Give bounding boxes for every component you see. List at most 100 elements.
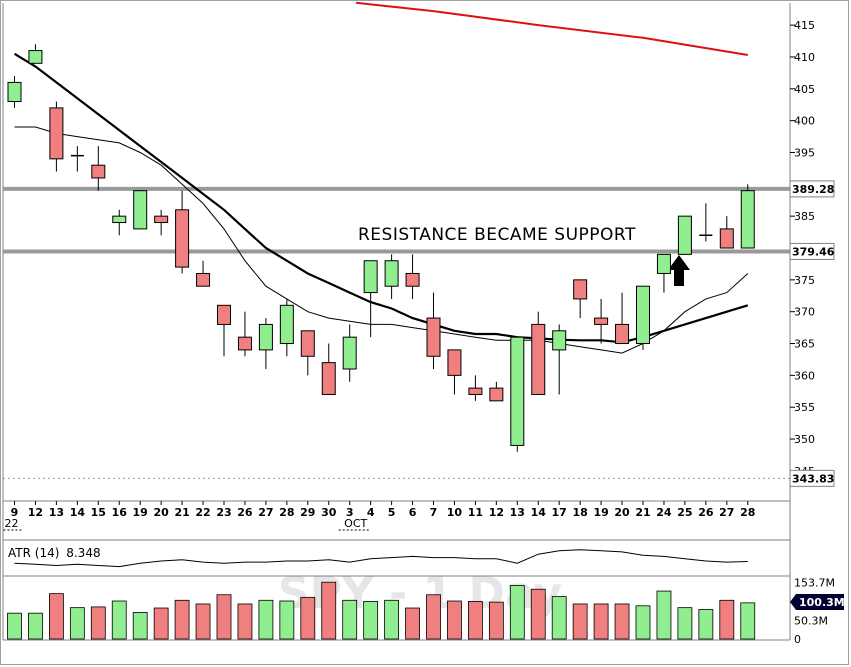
- candle-24: [510, 336, 525, 452]
- y-tick-label-1: 350: [794, 433, 815, 446]
- atr-line: [14, 549, 748, 568]
- volume-bar-18: [384, 599, 400, 640]
- candle-body-6: [133, 190, 148, 230]
- candle-body-18: [384, 260, 399, 287]
- candle-body-12: [258, 323, 273, 351]
- period-label-1: OCT: [344, 517, 367, 530]
- candle-body-4: [91, 164, 106, 179]
- candle-14: [300, 330, 315, 376]
- candle-31: [656, 253, 671, 293]
- x-tick-label-20: 7: [430, 506, 438, 519]
- candle-28: [594, 298, 609, 344]
- x-tick-label-1: 12: [28, 506, 43, 519]
- y-tick-label-12: 405: [794, 83, 815, 96]
- candle-1: [28, 44, 43, 64]
- up-arrow-icon: [668, 255, 690, 286]
- x-tick-label-35: 28: [740, 506, 755, 519]
- candle-27: [573, 279, 588, 319]
- candle-body-23: [489, 387, 504, 402]
- x-tick-label-19: 6: [409, 506, 417, 519]
- candle-body-17: [363, 260, 378, 294]
- candle-body-8: [175, 209, 190, 268]
- volume-bar-7: [153, 607, 169, 640]
- candle-22: [468, 375, 483, 401]
- volume-bar-27: [572, 603, 588, 640]
- candle-23: [489, 381, 504, 402]
- candle-12: [258, 318, 273, 369]
- candle-body-0: [7, 81, 22, 103]
- price-tag-box-2: [789, 469, 835, 487]
- period-label-0: 22: [5, 517, 19, 530]
- candle-32: [677, 215, 692, 255]
- candle-10: [217, 304, 231, 357]
- candle-body-24: [510, 336, 525, 446]
- candle-11: [237, 311, 252, 357]
- volume-bar-29: [614, 603, 630, 640]
- volume-bar-3: [69, 607, 85, 640]
- volume-bar-28: [593, 603, 609, 640]
- y-tick-label-5: 370: [794, 306, 815, 319]
- candle-body-11: [237, 336, 252, 351]
- volume-bar-10: [216, 594, 232, 640]
- candle-body-34: [719, 228, 734, 249]
- candle-25: [531, 311, 546, 395]
- candle-13: [279, 298, 294, 357]
- y-tick-label-4: 365: [794, 338, 815, 351]
- candle-body-28: [594, 317, 609, 325]
- candle-body-22: [468, 387, 483, 395]
- candle-body-35: [740, 190, 755, 249]
- volume-bar-33: [698, 609, 714, 640]
- candle-body-20: [426, 317, 441, 357]
- candle-19: [405, 254, 420, 299]
- x-tick-label-16: 3: [346, 506, 354, 519]
- x-tick-label-25: 14: [531, 506, 547, 519]
- atr-value: 8.348: [66, 546, 100, 560]
- candle-body-14: [300, 330, 315, 357]
- candle-body-1: [28, 50, 43, 64]
- volume-bar-4: [90, 606, 106, 640]
- svg-text:ATR (14) 8.348: ATR (14) 8.348: [8, 546, 101, 560]
- y-tick-label-3: 360: [794, 369, 815, 382]
- candle-body-21: [447, 349, 462, 376]
- x-tick-label-34: 27: [719, 506, 734, 519]
- x-tick-label-5: 16: [112, 506, 128, 519]
- volume-bar-26: [551, 596, 567, 640]
- x-tick-label-8: 21: [174, 506, 189, 519]
- y-tick-label-14: 415: [794, 19, 815, 32]
- candle-body-7: [154, 215, 169, 224]
- y-tick-label-8: 385: [794, 210, 815, 223]
- price-tag-box-0: [789, 180, 835, 198]
- volume-bar-25: [530, 588, 546, 640]
- price-tag-2: 343.83: [792, 472, 834, 485]
- candle-6: [133, 190, 148, 230]
- candle-body-30: [636, 285, 650, 345]
- candle-0: [7, 76, 22, 108]
- candle-15: [321, 343, 336, 395]
- x-tick-label-7: 20: [153, 506, 169, 519]
- volume-bar-32: [677, 607, 693, 640]
- candle-5: [112, 209, 127, 236]
- x-tick-label-31: 24: [656, 506, 672, 519]
- candle-17: [363, 260, 378, 338]
- volume-tick-label-2: 50.3M: [794, 614, 828, 627]
- candle-body-16: [342, 336, 357, 370]
- candle-21: [447, 349, 462, 395]
- candle-30: [636, 285, 650, 350]
- volume-tick-label-0: 153.7M: [794, 576, 835, 589]
- x-tick-label-26: 17: [552, 506, 567, 519]
- candle-body-31: [656, 253, 671, 274]
- volume-bar-13: [279, 600, 295, 640]
- volume-bar-21: [447, 600, 462, 640]
- candle-9: [196, 260, 211, 287]
- x-tick-label-32: 25: [677, 506, 692, 519]
- y-tick-label-13: 410: [794, 51, 815, 64]
- x-tick-label-14: 29: [300, 506, 315, 519]
- price-tag-1: 379.46: [792, 245, 835, 258]
- x-tick-label-24: 13: [510, 506, 525, 519]
- x-tick-label-15: 30: [321, 506, 337, 519]
- candle-body-32: [677, 215, 692, 255]
- volume-bar-8: [174, 599, 190, 640]
- volume-bar-15: [321, 581, 337, 640]
- candle-body-26: [552, 330, 567, 351]
- y-tick-label-6: 375: [794, 274, 815, 287]
